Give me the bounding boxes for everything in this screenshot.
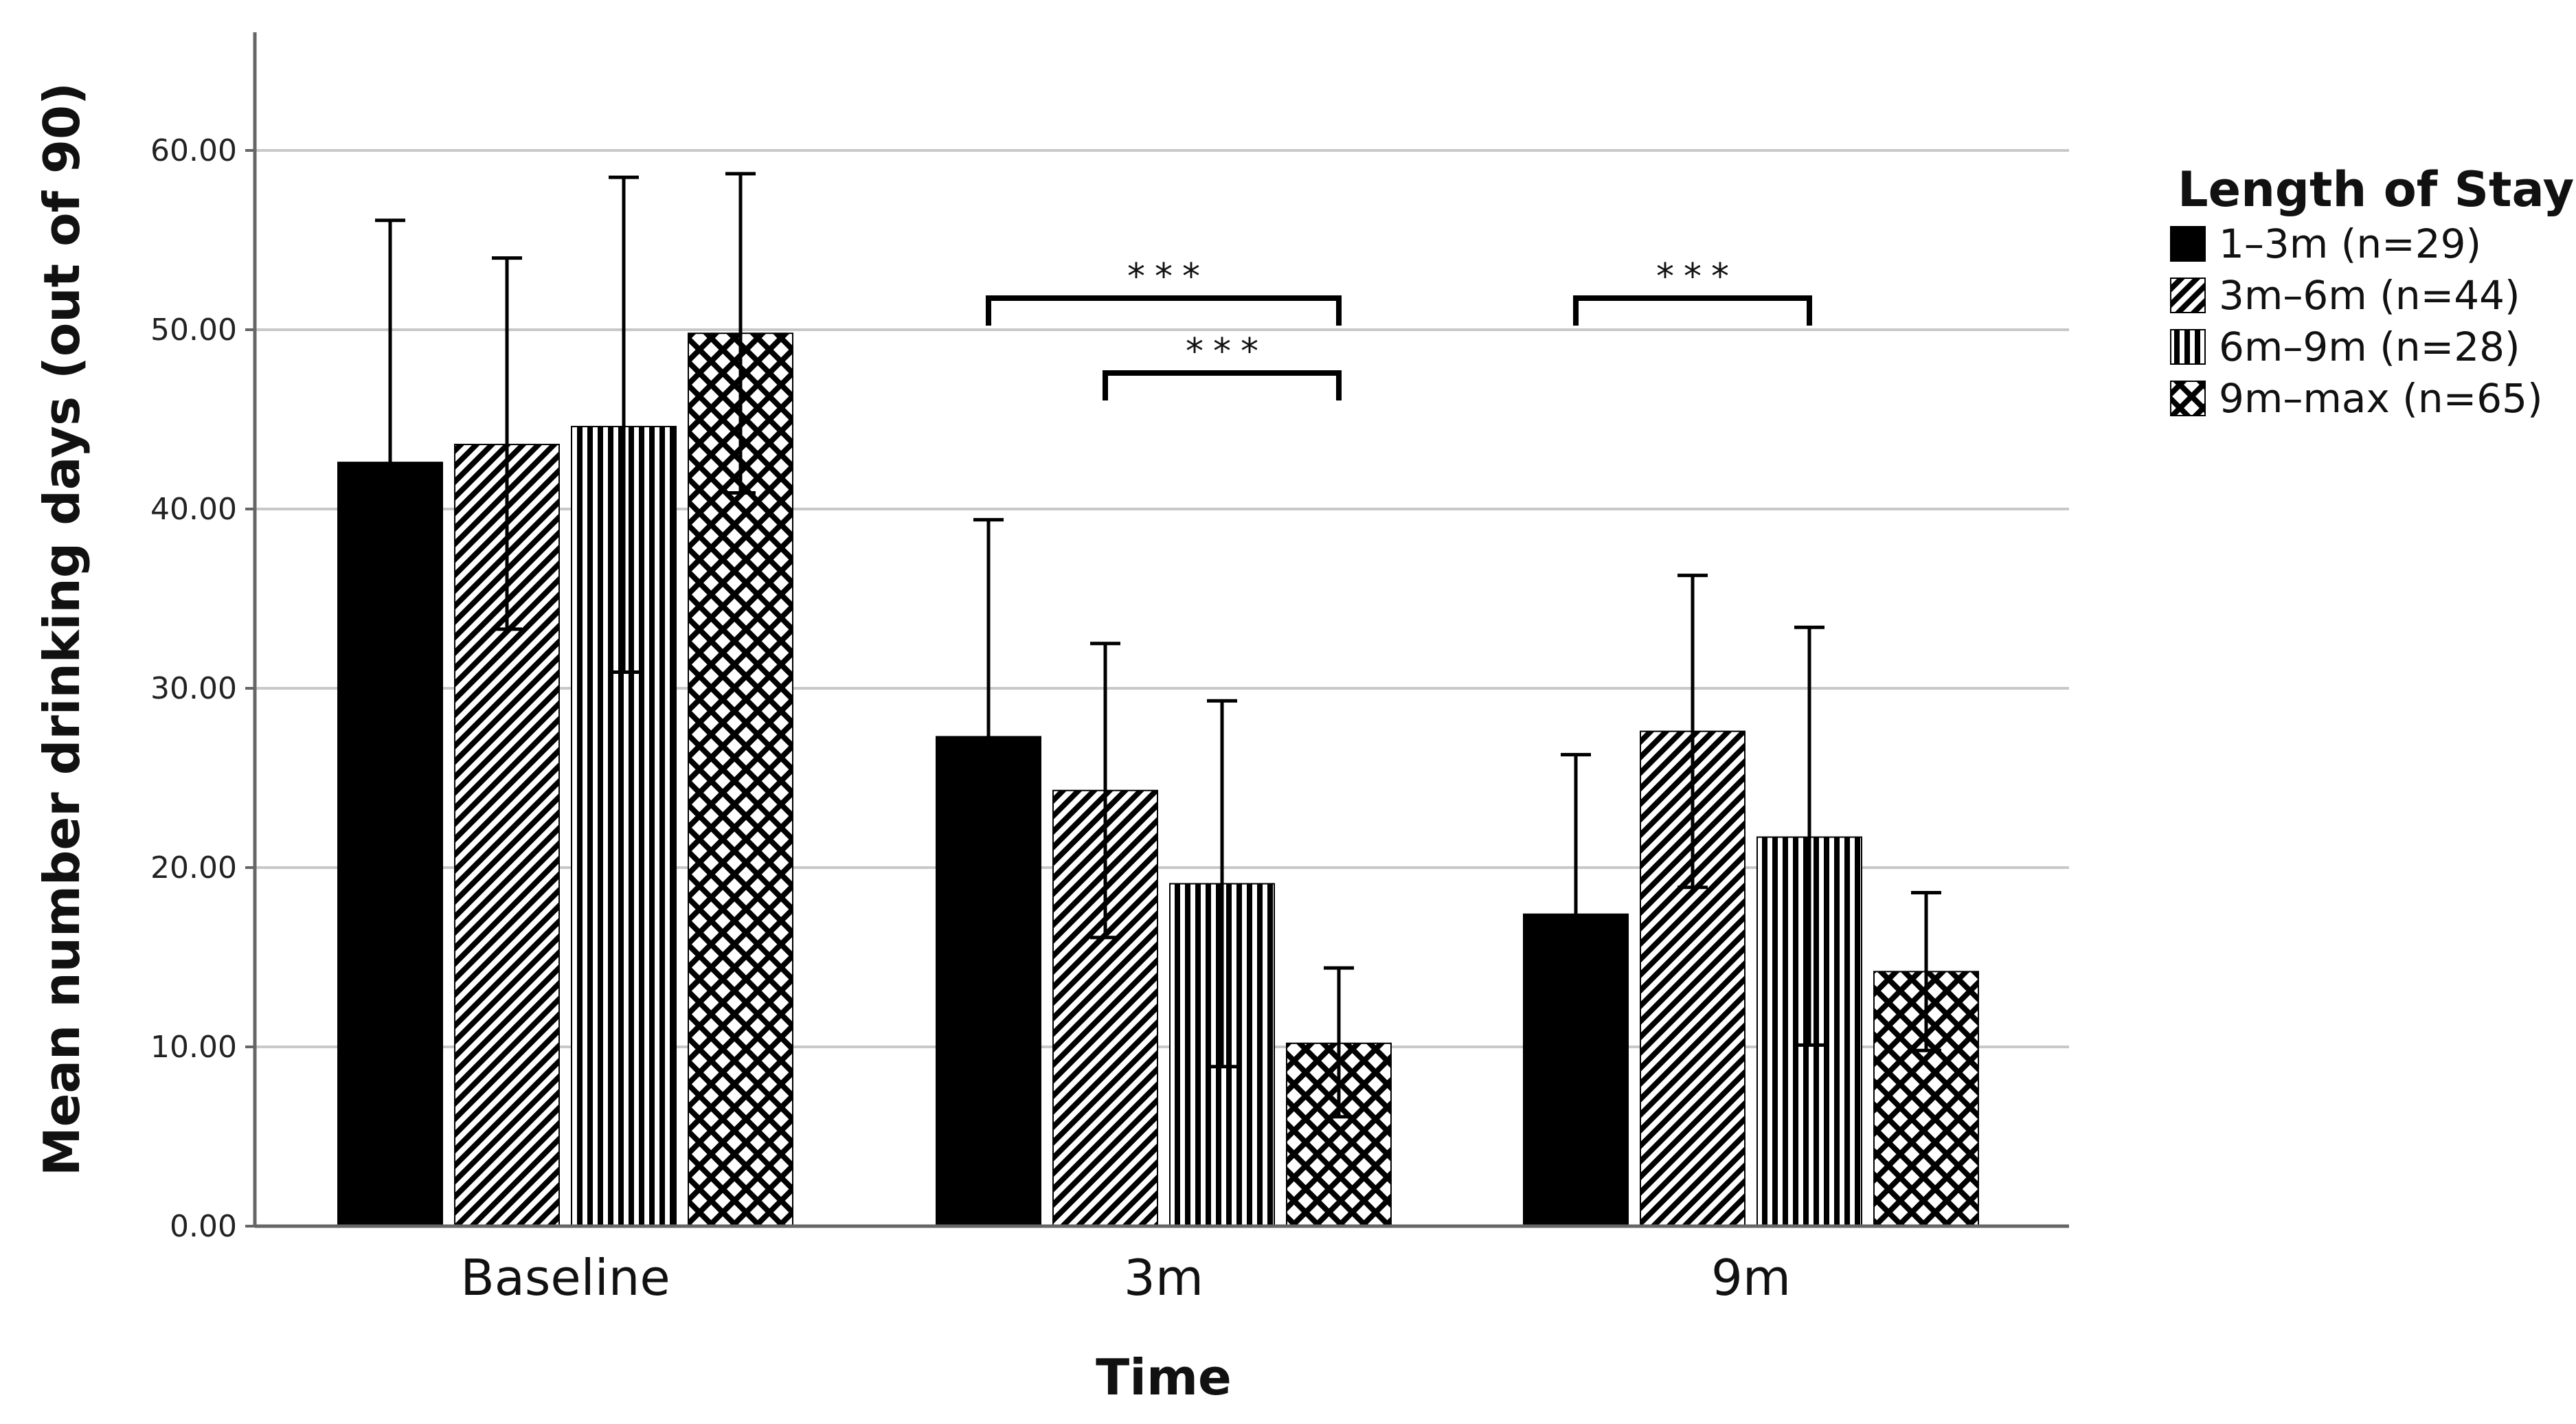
bar-Baseline-series-0 <box>337 462 443 1227</box>
x-category-label-1: 3m <box>1124 1249 1204 1307</box>
significance-label-1: *** <box>1186 331 1268 372</box>
y-tick-label-1: 10.00 <box>150 1030 237 1065</box>
legend-swatch-2 <box>2170 329 2206 365</box>
y-tick-label-6: 60.00 <box>150 133 237 168</box>
bar-9m-series-0 <box>1523 913 1629 1227</box>
y-tick-label-3: 30.00 <box>150 671 237 706</box>
bars <box>337 332 1979 1228</box>
significance-bracket-1 <box>1103 370 1342 400</box>
legend-swatch-0 <box>2170 226 2206 262</box>
legend: Length of Stay 1–3m (n=29) 3m–6m (n=44) 6m… <box>2170 161 2574 422</box>
legend-label-0: 1–3m (n=29) <box>2219 221 2481 267</box>
legend-swatch-1 <box>2170 278 2206 313</box>
y-tick-label-2: 20.00 <box>150 850 237 885</box>
error-bars <box>375 172 1941 1119</box>
legend-title: Length of Stay <box>2178 161 2574 218</box>
bar-3m-series-0 <box>936 736 1041 1227</box>
legend-label-1: 3m–6m (n=44) <box>2219 272 2520 319</box>
y-tick-labels: 0.00 10.00 20.00 30.00 40.00 50.00 60.00 <box>150 133 255 1244</box>
significance-label-2: *** <box>1656 256 1739 297</box>
x-category-labels: Baseline 3m 9m <box>460 1249 1791 1307</box>
y-tick-label-4: 40.00 <box>150 492 237 527</box>
y-tick-label-0: 0.00 <box>170 1209 237 1244</box>
legend-swatch-3 <box>2170 381 2206 416</box>
x-category-label-2: 9m <box>1711 1249 1791 1307</box>
axes <box>253 32 2069 1228</box>
significance-annotations: *** *** *** <box>986 256 1812 400</box>
significance-bracket-0 <box>986 295 1342 326</box>
significance-label-0: *** <box>1127 256 1210 297</box>
x-category-label-0: Baseline <box>460 1249 670 1307</box>
y-tick-label-5: 50.00 <box>150 313 237 348</box>
y-axis-title: Mean number drinking days (out of 90) <box>33 82 91 1176</box>
legend-label-3: 9m–max (n=65) <box>2219 375 2543 422</box>
legend-label-2: 6m–9m (n=28) <box>2219 324 2520 370</box>
x-axis-title: Time <box>1096 1348 1232 1406</box>
significance-bracket-2 <box>1573 295 1812 326</box>
